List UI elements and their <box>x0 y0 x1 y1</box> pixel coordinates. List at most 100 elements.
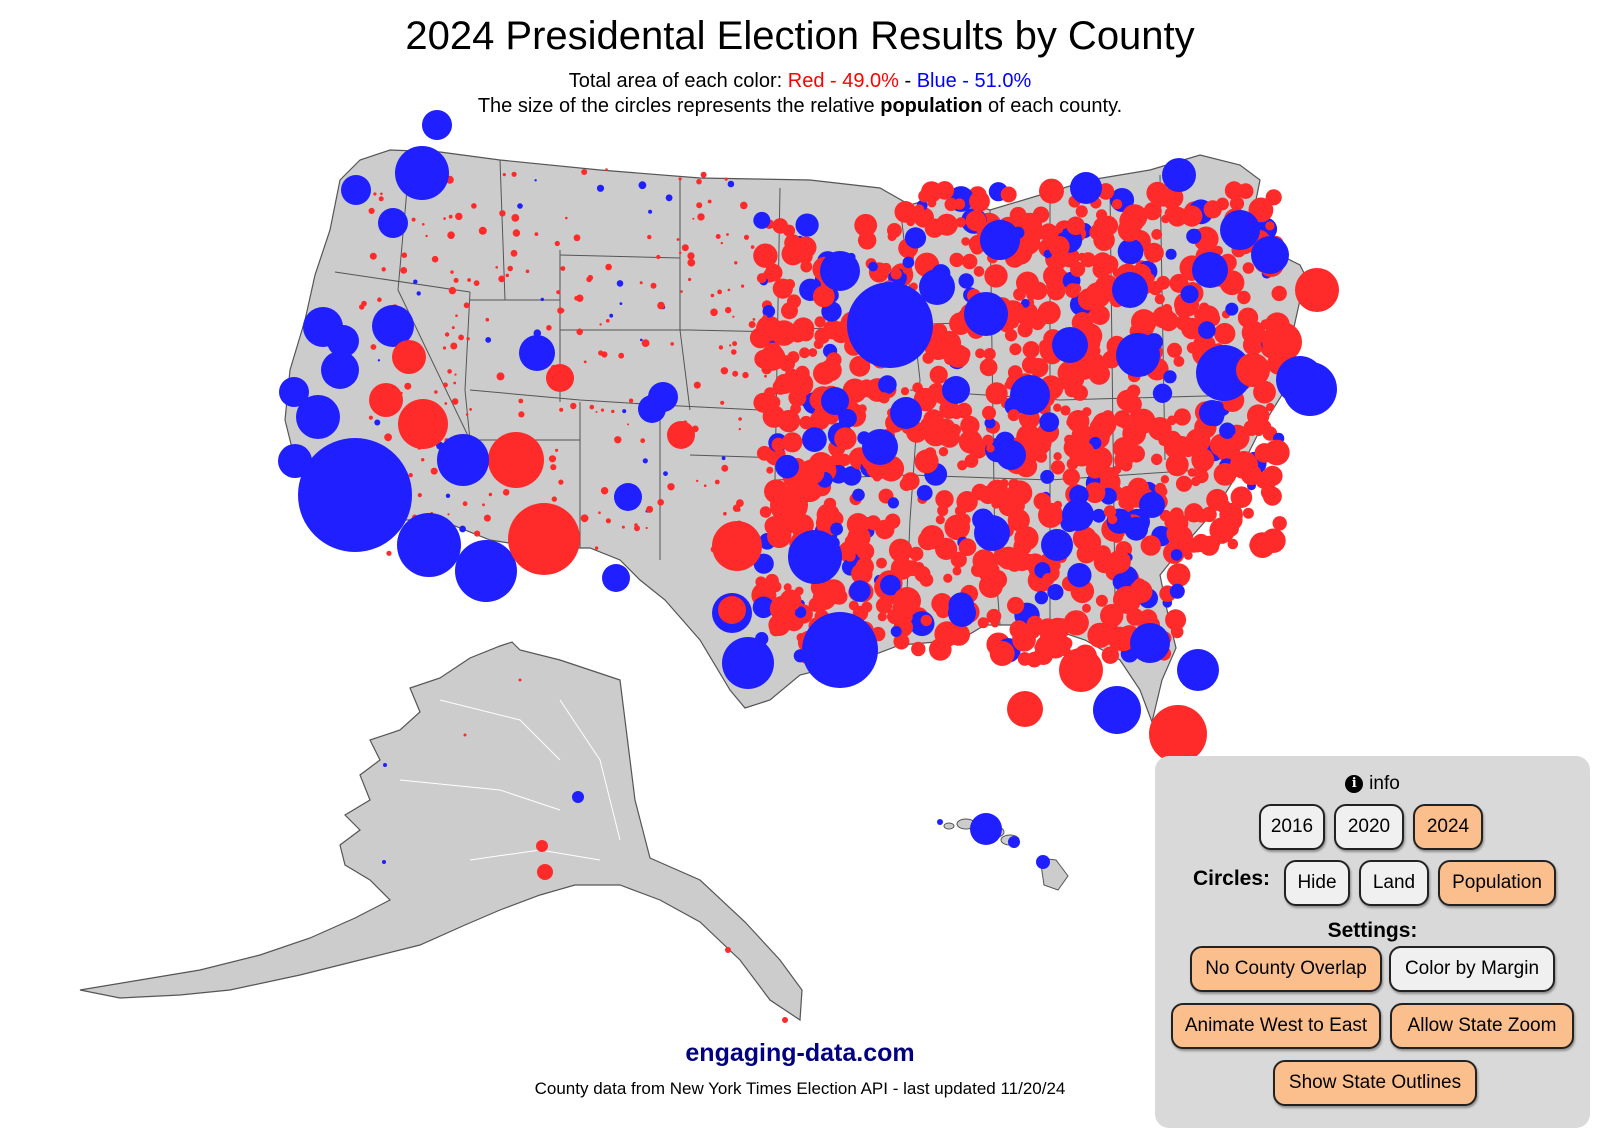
county-bubble[interactable] <box>1035 450 1048 463</box>
county-bubble[interactable] <box>736 507 741 512</box>
county-bubble[interactable] <box>738 417 742 421</box>
county-bubble[interactable] <box>725 306 732 314</box>
county-bubble[interactable] <box>696 178 702 185</box>
county-bubble[interactable] <box>1198 305 1220 327</box>
county-bubble[interactable] <box>411 217 416 222</box>
county-bubble[interactable] <box>687 252 695 260</box>
county-bubble[interactable] <box>1008 478 1020 490</box>
county-bubble[interactable] <box>934 621 960 647</box>
county-bubble-large[interactable] <box>1149 705 1207 763</box>
show-state-outlines-toggle[interactable]: Show State Outlines <box>1273 1060 1477 1106</box>
county-bubble[interactable] <box>1020 298 1030 308</box>
county-bubble-large[interactable] <box>279 377 309 407</box>
county-bubble[interactable] <box>656 254 661 260</box>
county-bubble[interactable] <box>969 191 990 212</box>
county-bubble[interactable] <box>958 538 977 556</box>
county-bubble-large[interactable] <box>298 438 412 552</box>
county-bubble[interactable] <box>894 201 917 223</box>
county-bubble[interactable] <box>692 217 695 220</box>
county-bubble-large[interactable] <box>398 399 448 449</box>
county-bubble[interactable] <box>1244 320 1261 337</box>
county-bubble[interactable] <box>732 341 738 347</box>
county-bubble-large[interactable] <box>980 220 1020 260</box>
county-bubble[interactable] <box>667 483 675 491</box>
county-bubble[interactable] <box>1007 365 1023 380</box>
county-bubble-large[interactable] <box>1295 268 1339 312</box>
county-bubble[interactable] <box>949 252 964 268</box>
county-bubble[interactable] <box>540 297 544 302</box>
county-bubble[interactable] <box>989 641 1015 666</box>
county-bubble[interactable] <box>878 392 890 404</box>
county-bubble[interactable] <box>1050 560 1061 571</box>
county-bubble[interactable] <box>935 603 951 619</box>
county-bubble-large[interactable] <box>1236 353 1270 387</box>
county-bubble-large[interactable] <box>638 395 666 423</box>
county-bubble[interactable] <box>868 261 878 272</box>
county-bubble[interactable] <box>834 427 857 450</box>
county-bubble[interactable] <box>1048 236 1070 258</box>
county-bubble[interactable] <box>917 530 938 551</box>
county-bubble[interactable] <box>973 266 985 277</box>
county-bubble[interactable] <box>920 417 933 430</box>
county-bubble[interactable] <box>1152 306 1175 329</box>
county-bubble-large[interactable] <box>802 612 878 688</box>
county-bubble[interactable] <box>849 580 871 602</box>
county-bubble[interactable] <box>764 263 783 282</box>
county-bubble[interactable] <box>1040 469 1055 484</box>
county-bubble[interactable] <box>943 573 953 583</box>
county-bubble-large[interactable] <box>1010 375 1050 415</box>
county-bubble[interactable] <box>799 459 825 485</box>
county-bubble[interactable] <box>687 258 696 267</box>
county-bubble[interactable] <box>640 338 643 342</box>
county-bubble[interactable] <box>906 217 915 227</box>
county-bubble[interactable] <box>1084 482 1106 504</box>
county-bubble[interactable] <box>1046 281 1055 290</box>
county-bubble[interactable] <box>977 617 989 629</box>
county-bubble[interactable] <box>720 241 723 245</box>
county-bubble-large[interactable] <box>1177 649 1219 691</box>
county-bubble[interactable] <box>448 286 457 295</box>
county-bubble[interactable] <box>771 437 786 452</box>
county-bubble-large[interactable] <box>820 251 860 291</box>
county-bubble-large[interactable] <box>327 325 359 357</box>
county-bubble[interactable] <box>961 237 970 246</box>
county-bubble[interactable] <box>930 649 941 659</box>
county-bubble[interactable] <box>450 342 458 350</box>
county-bubble-large[interactable] <box>1116 333 1160 377</box>
county-bubble[interactable] <box>554 240 560 247</box>
county-bubble[interactable] <box>986 444 995 453</box>
county-bubble[interactable] <box>1136 413 1149 426</box>
county-bubble[interactable] <box>565 216 568 220</box>
county-bubble[interactable] <box>826 352 842 368</box>
county-bubble-large[interactable] <box>422 110 452 140</box>
county-bubble[interactable] <box>1055 225 1063 234</box>
allow-state-zoom-toggle[interactable]: Allow State Zoom <box>1390 1003 1574 1049</box>
county-bubble[interactable] <box>732 315 735 318</box>
county-bubble[interactable] <box>1091 367 1109 385</box>
county-bubble[interactable] <box>1060 405 1071 416</box>
county-bubble-large[interactable] <box>718 596 746 624</box>
county-bubble[interactable] <box>1225 302 1239 316</box>
county-bubble[interactable] <box>1117 218 1141 242</box>
county-bubble[interactable] <box>982 434 994 446</box>
county-bubble[interactable] <box>1201 506 1217 523</box>
county-bubble-large[interactable] <box>278 444 312 478</box>
county-bubble[interactable] <box>984 264 1008 288</box>
county-bubble[interactable] <box>404 382 412 390</box>
county-bubble-large[interactable] <box>770 486 808 524</box>
county-bubble[interactable] <box>795 365 810 381</box>
county-bubble[interactable] <box>909 546 924 562</box>
county-bubble[interactable] <box>1165 609 1187 631</box>
county-bubble[interactable] <box>1191 448 1215 472</box>
county-bubble[interactable] <box>434 390 438 394</box>
county-bubble[interactable] <box>598 511 601 514</box>
county-bubble[interactable] <box>1050 460 1065 475</box>
county-bubble[interactable] <box>1173 356 1185 367</box>
county-bubble[interactable] <box>750 245 755 249</box>
county-bubble[interactable] <box>1163 370 1177 384</box>
county-bubble[interactable] <box>718 345 724 350</box>
county-bubble[interactable] <box>1266 402 1275 412</box>
county-bubble[interactable] <box>794 606 807 618</box>
county-bubble[interactable] <box>937 504 949 517</box>
county-bubble[interactable] <box>596 184 605 192</box>
